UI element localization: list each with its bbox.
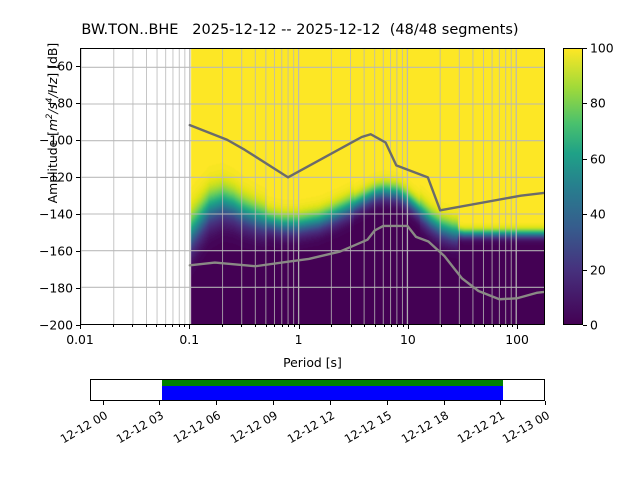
x-tick-mark bbox=[473, 325, 475, 328]
y-tick-label: −180 bbox=[38, 280, 73, 296]
x-tick-mark bbox=[274, 325, 276, 328]
y-tick-label: −80 bbox=[46, 95, 73, 111]
x-tick-mark bbox=[350, 325, 352, 328]
x-tick-mark bbox=[492, 325, 494, 328]
axes-gridlines bbox=[81, 49, 544, 324]
y-tick-label: −120 bbox=[38, 169, 73, 185]
colorbar-tick-label: 60 bbox=[590, 151, 606, 167]
x-tick-mark bbox=[383, 325, 385, 328]
timeline-tick-label: 12-12 09 bbox=[227, 408, 280, 447]
x-tick-mark bbox=[512, 325, 514, 328]
x-tick-mark bbox=[156, 325, 158, 328]
x-tick-mark bbox=[374, 325, 376, 328]
x-tick-mark bbox=[287, 325, 289, 328]
timeline-tick-mark bbox=[500, 401, 502, 405]
timeline-tick-label: 12-12 12 bbox=[284, 408, 337, 447]
timeline-tick-mark bbox=[272, 401, 274, 405]
x-tick-mark bbox=[331, 325, 333, 328]
y-tick-label: −60 bbox=[46, 58, 73, 74]
timeline-tick-mark bbox=[443, 401, 445, 405]
x-tick-mark bbox=[517, 325, 519, 329]
y-tick-label: −140 bbox=[38, 206, 73, 222]
x-tick-label: 0.01 bbox=[66, 332, 94, 347]
x-tick-mark bbox=[80, 325, 81, 329]
noise-model-curves bbox=[188, 123, 544, 301]
timeline-tick-mark bbox=[386, 401, 388, 405]
y-tick-label: −200 bbox=[38, 317, 73, 333]
y-axis-label: Amplitude [m2/s4/Hz] [dB] bbox=[43, 42, 61, 204]
timeline-tick-mark bbox=[102, 401, 104, 405]
timeline-tick-label: 12-12 06 bbox=[170, 408, 224, 447]
y-tick-mark bbox=[76, 325, 80, 326]
colorbar-tick-mark bbox=[583, 269, 587, 271]
x-tick-mark bbox=[390, 325, 392, 328]
x-tick-mark bbox=[255, 325, 257, 328]
y-tick-mark bbox=[76, 140, 80, 142]
x-axis-label: Period [s] bbox=[283, 355, 342, 370]
x-tick-mark bbox=[484, 325, 486, 328]
timeline-tick-label: 12-12 03 bbox=[114, 408, 167, 447]
timeline-psd-bar bbox=[161, 386, 503, 400]
x-tick-mark bbox=[165, 325, 167, 328]
y-tick-label: −100 bbox=[38, 132, 73, 148]
x-tick-mark bbox=[265, 325, 267, 328]
ppsd-histogram-canvas bbox=[81, 49, 544, 324]
colorbar-tick-label: 80 bbox=[590, 95, 606, 111]
x-tick-mark bbox=[298, 325, 300, 329]
y-tick-label: −160 bbox=[38, 243, 73, 259]
timeline-tick-mark bbox=[159, 401, 161, 405]
x-tick-mark bbox=[500, 325, 502, 328]
y-tick-mark bbox=[76, 177, 80, 179]
timeline-tick-mark bbox=[545, 401, 546, 405]
x-tick-mark bbox=[241, 325, 243, 328]
x-tick-mark bbox=[112, 325, 114, 328]
colorbar-tick-label: 20 bbox=[590, 262, 606, 278]
x-tick-mark bbox=[459, 325, 461, 328]
colorbar-tick-label: 0 bbox=[590, 317, 598, 333]
y-tick-mark bbox=[76, 66, 80, 68]
x-tick-mark bbox=[132, 325, 134, 328]
x-tick-label: 1 bbox=[294, 332, 303, 347]
colorbar-tick-mark bbox=[583, 325, 587, 326]
y-tick-mark bbox=[76, 214, 80, 216]
timeline-tick-mark bbox=[329, 401, 331, 405]
x-tick-mark bbox=[281, 325, 283, 328]
timeline-tick-label: 12-12 00 bbox=[57, 408, 110, 447]
timeline-axes bbox=[90, 379, 545, 401]
x-tick-label: 100 bbox=[505, 332, 529, 347]
x-tick-mark bbox=[397, 325, 399, 328]
x-tick-mark bbox=[506, 325, 508, 328]
timeline-tick-label: 12-12 18 bbox=[398, 408, 451, 447]
y-tick-mark bbox=[76, 251, 80, 253]
timeline-tick-mark bbox=[216, 401, 218, 405]
x-tick-mark bbox=[178, 325, 180, 328]
ppsd-axes bbox=[80, 48, 545, 325]
x-tick-label: 0.1 bbox=[179, 332, 200, 347]
colorbar bbox=[563, 48, 583, 325]
x-tick-mark bbox=[440, 325, 442, 328]
y-tick-mark bbox=[76, 103, 80, 105]
timeline-data-bar bbox=[161, 380, 503, 386]
x-tick-mark bbox=[184, 325, 186, 328]
colorbar-tick-label: 40 bbox=[590, 206, 606, 222]
x-tick-mark bbox=[145, 325, 147, 328]
y-tick-mark bbox=[76, 288, 80, 290]
x-tick-mark bbox=[222, 325, 224, 328]
x-tick-mark bbox=[189, 325, 191, 329]
colorbar-tick-mark bbox=[583, 48, 587, 49]
x-tick-label: 10 bbox=[399, 332, 416, 347]
timeline-tick-label: 12-12 15 bbox=[341, 408, 394, 447]
colorbar-tick-label: 100 bbox=[590, 40, 614, 56]
colorbar-tick-mark bbox=[583, 158, 587, 160]
plot-title: BW.TON..BHE 2025-12-12 -- 2025-12-12 (48… bbox=[81, 22, 519, 38]
x-tick-mark bbox=[402, 325, 404, 328]
x-tick-mark bbox=[407, 325, 409, 329]
x-tick-mark bbox=[364, 325, 366, 328]
colorbar-tick-mark bbox=[583, 214, 587, 216]
x-tick-mark bbox=[293, 325, 295, 328]
colorbar-tick-mark bbox=[583, 103, 587, 105]
x-tick-mark bbox=[172, 325, 174, 328]
